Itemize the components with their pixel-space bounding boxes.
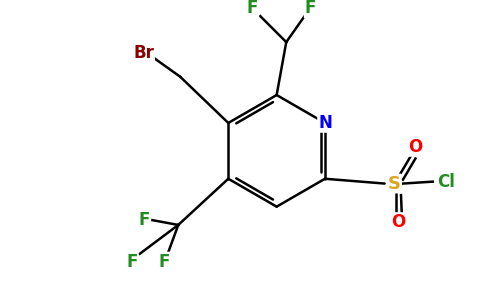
Text: O: O	[391, 213, 405, 231]
Text: F: F	[158, 253, 169, 271]
Text: F: F	[126, 253, 138, 271]
Text: F: F	[139, 211, 150, 229]
Text: Cl: Cl	[437, 172, 455, 190]
Text: F: F	[304, 0, 316, 17]
Text: O: O	[408, 138, 423, 156]
Text: Br: Br	[133, 44, 154, 62]
Text: F: F	[247, 0, 258, 17]
Text: N: N	[318, 114, 332, 132]
Text: S: S	[388, 175, 401, 193]
